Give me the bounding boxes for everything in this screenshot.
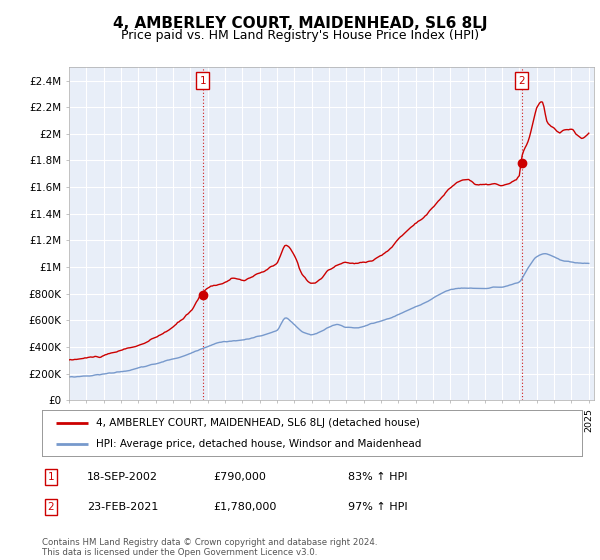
Text: 18-SEP-2002: 18-SEP-2002 bbox=[87, 472, 158, 482]
Text: 4, AMBERLEY COURT, MAIDENHEAD, SL6 8LJ (detached house): 4, AMBERLEY COURT, MAIDENHEAD, SL6 8LJ (… bbox=[96, 418, 420, 428]
Text: Price paid vs. HM Land Registry's House Price Index (HPI): Price paid vs. HM Land Registry's House … bbox=[121, 29, 479, 42]
Text: 4, AMBERLEY COURT, MAIDENHEAD, SL6 8LJ: 4, AMBERLEY COURT, MAIDENHEAD, SL6 8LJ bbox=[113, 16, 487, 31]
Text: 1: 1 bbox=[47, 472, 55, 482]
Text: 23-FEB-2021: 23-FEB-2021 bbox=[87, 502, 158, 512]
Text: £1,780,000: £1,780,000 bbox=[213, 502, 277, 512]
Text: 83% ↑ HPI: 83% ↑ HPI bbox=[348, 472, 407, 482]
Text: 1: 1 bbox=[199, 76, 206, 86]
Text: Contains HM Land Registry data © Crown copyright and database right 2024.
This d: Contains HM Land Registry data © Crown c… bbox=[42, 538, 377, 557]
Text: 2: 2 bbox=[518, 76, 525, 86]
Text: 2: 2 bbox=[47, 502, 55, 512]
Text: £790,000: £790,000 bbox=[213, 472, 266, 482]
Text: 97% ↑ HPI: 97% ↑ HPI bbox=[348, 502, 407, 512]
Text: HPI: Average price, detached house, Windsor and Maidenhead: HPI: Average price, detached house, Wind… bbox=[96, 439, 421, 449]
